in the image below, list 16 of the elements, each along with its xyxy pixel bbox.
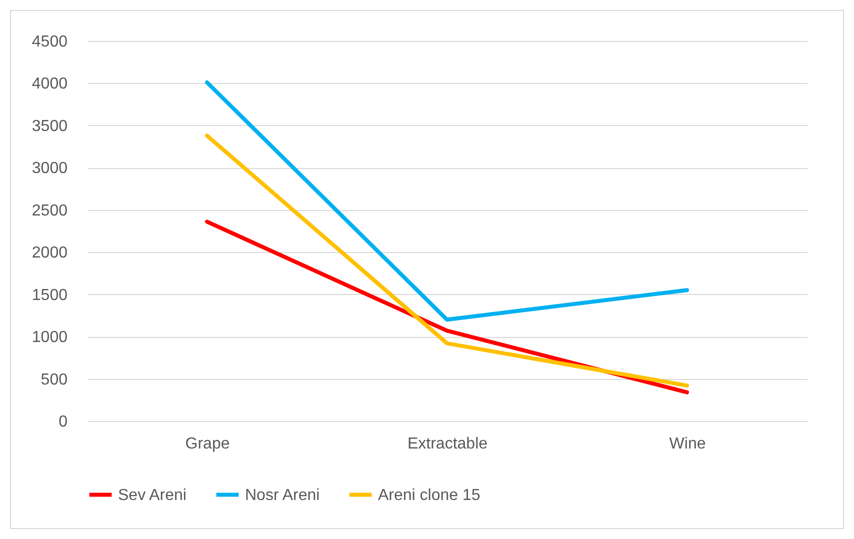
y-tick-label: 2000 [32, 244, 68, 262]
y-tick-label: 1000 [32, 329, 68, 346]
x-tick-label: Grape [185, 436, 230, 452]
y-tick-label: 500 [40, 371, 68, 388]
y-tick-label: 4000 [32, 76, 68, 93]
x-tick-label: Extractable [407, 436, 488, 452]
y-tick-label: 3500 [32, 118, 68, 135]
y-tick-label: 1500 [32, 286, 68, 304]
legend-label: Sev Areni [118, 486, 186, 504]
legend-label: Areni clone 15 [378, 486, 480, 504]
y-tick-label: 2500 [32, 202, 68, 220]
x-tick-label: Wine [669, 436, 706, 452]
y-tick-label: 0 [58, 414, 68, 430]
legend-label: Nosr Areni [245, 486, 320, 504]
y-tick-label: 4500 [32, 34, 68, 50]
y-tick-label: 3000 [32, 160, 68, 178]
